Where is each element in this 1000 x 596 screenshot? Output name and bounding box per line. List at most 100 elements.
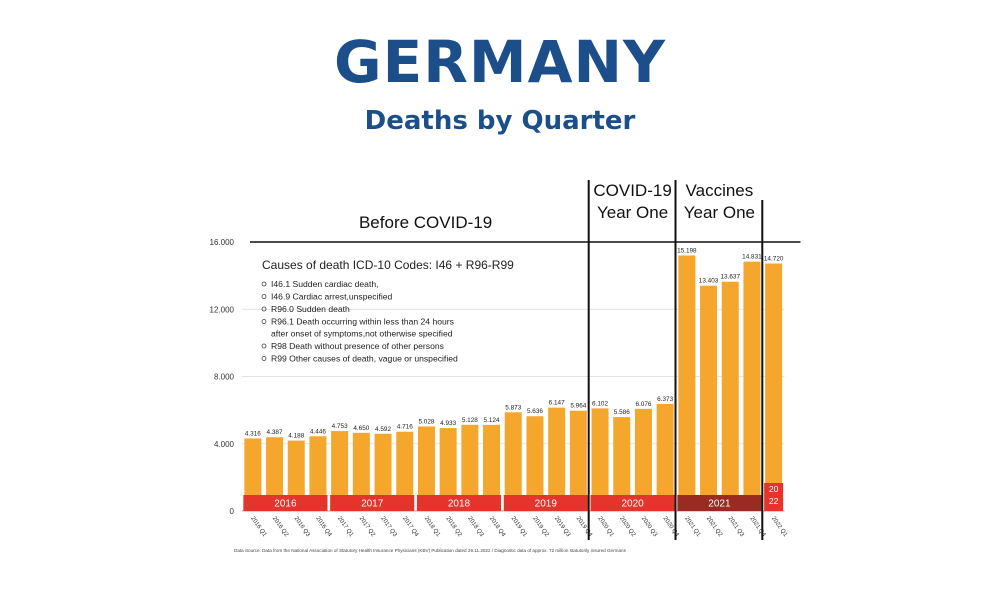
bar-value-label: 5.124: [484, 417, 500, 424]
chart-subtitle: Deaths by Quarter: [364, 106, 636, 136]
icd-box-item: I46.1 Sudden cardiac death,: [271, 279, 379, 289]
bar-value-label: 5.028: [418, 418, 434, 425]
y-tick-label: 4.000: [214, 440, 235, 449]
x-tick-label: 2019 Q4: [575, 516, 593, 539]
period-label: Vaccines: [686, 181, 754, 200]
x-tick-label: 2021 Q1: [683, 516, 701, 539]
x-tick-label: 2020 Q4: [662, 516, 680, 539]
year-band-label: 20: [769, 484, 779, 494]
icd-box-item: R96.0 Sudden death: [271, 304, 350, 314]
bar: [374, 433, 392, 511]
bar: [287, 440, 305, 511]
bar: [483, 424, 501, 511]
bar-value-label: 6.147: [549, 400, 565, 407]
icd-codes-box: Causes of death ICD-10 Codes: I46 + R96-…: [261, 258, 514, 364]
x-tick-label: 2018 Q1: [423, 516, 441, 539]
bar: [309, 436, 327, 511]
year-band-label: 2017: [361, 499, 384, 510]
x-tick-label: 2018 Q3: [466, 516, 484, 539]
bar-value-label: 4.446: [310, 428, 326, 435]
x-tick-label: 2017 Q4: [401, 516, 419, 539]
bar: [331, 431, 349, 511]
bar: [721, 281, 739, 511]
bar-value-label: 5.873: [505, 404, 521, 411]
bar: [743, 261, 761, 511]
bar: [569, 410, 587, 511]
period-annotations: Before COVID-19 COVID-19 Year One Vaccines Y…: [359, 180, 764, 540]
icd-box-item: after onset of symptoms,not otherwise sp…: [271, 329, 453, 339]
bar-value-label: 4.716: [397, 424, 413, 431]
year-band-extension: [764, 483, 784, 495]
bar-value-label: 5.586: [614, 409, 630, 416]
bullet-icon: [261, 306, 267, 312]
bar-value-label: 14.831: [742, 254, 762, 261]
y-axis: 0 4.000 8.000 12.000 16.000: [210, 238, 235, 516]
bar: [678, 255, 696, 511]
year-band-label: 2020: [621, 499, 644, 510]
bar-value-label: 6.076: [635, 401, 651, 408]
year-band-label: 2018: [448, 499, 471, 510]
bar: [613, 417, 631, 511]
x-tick-label: 2022 Q1: [770, 516, 788, 539]
icd-box-item: R99 Other causes of death, vague or unsp…: [271, 354, 458, 364]
year-band: [764, 495, 784, 511]
bar: [634, 408, 652, 511]
year-band: [243, 495, 328, 511]
bar: [352, 432, 370, 511]
bar: [266, 437, 284, 511]
y-tick-label: 0: [230, 507, 235, 516]
x-tick-label: 2017 Q1: [336, 516, 354, 539]
x-tick-label: 2021 Q3: [727, 516, 745, 539]
bar-value-label: 4.650: [353, 425, 369, 432]
bar-value-label: 6.102: [592, 400, 608, 407]
bar: [765, 263, 783, 511]
bar: [548, 407, 566, 511]
bar-value-label: 13.403: [699, 278, 719, 285]
year-band-label: 2016: [274, 499, 297, 510]
x-tick-label: 2016 Q2: [271, 516, 289, 539]
x-tick-label: 2021 Q2: [705, 516, 723, 539]
period-label: COVID-19: [593, 181, 671, 200]
bar-value-label: 5.636: [527, 408, 543, 415]
x-tick-label: 2016 Q1: [249, 516, 267, 539]
year-band: [590, 495, 675, 511]
bar-value-label: 6.373: [657, 396, 673, 403]
y-tick-label: 8.000: [214, 373, 235, 382]
bar-value-label: 5.128: [462, 417, 478, 424]
x-tick-label: 2019 Q2: [531, 516, 549, 539]
source-note: Data Source: Data from the National Asso…: [234, 548, 627, 553]
year-band: [330, 495, 415, 511]
bar: [656, 403, 674, 511]
period-label: Year One: [597, 203, 668, 222]
x-tick-label: 2020 Q2: [618, 516, 636, 539]
bar: [591, 408, 609, 511]
bullet-icon: [261, 343, 267, 349]
year-band: [416, 495, 502, 511]
bar-value-label: 4.188: [288, 433, 304, 440]
bar: [396, 431, 414, 511]
bars: 4.316 4.387 4.188 4.446 4.753 4.650 4.592 4.716…: [244, 247, 784, 511]
bar-value-label: 4.753: [332, 423, 348, 430]
bullet-icon: [261, 281, 267, 287]
icd-box-item: I46.9 Cardiac arrest,unspecified: [271, 292, 393, 302]
icd-box-item: R96.1 Death occurring within less than 2…: [271, 317, 454, 327]
x-tick-label: 2019 Q3: [553, 516, 571, 539]
bar-value-label: 4.933: [440, 420, 456, 427]
x-tick-label: 2018 Q2: [445, 516, 463, 539]
bar-value-label: 15.198: [677, 247, 697, 254]
bar: [504, 412, 522, 511]
icd-box-heading: Causes of death ICD-10 Codes: I46 + R96-…: [262, 258, 514, 272]
y-tick-label: 16.000: [210, 238, 235, 247]
year-band: [503, 495, 588, 511]
bullet-icon: [261, 319, 267, 324]
bullet-icon: [261, 294, 267, 299]
year-band-label: 2021: [708, 499, 731, 510]
bar: [244, 438, 262, 511]
x-tick-label: 2017 Q3: [379, 516, 397, 539]
bar-value-label: 4.592: [375, 426, 391, 433]
y-tick-label: 12.000: [210, 305, 235, 314]
bar-value-label: 5.964: [570, 403, 586, 410]
bar: [526, 416, 544, 511]
